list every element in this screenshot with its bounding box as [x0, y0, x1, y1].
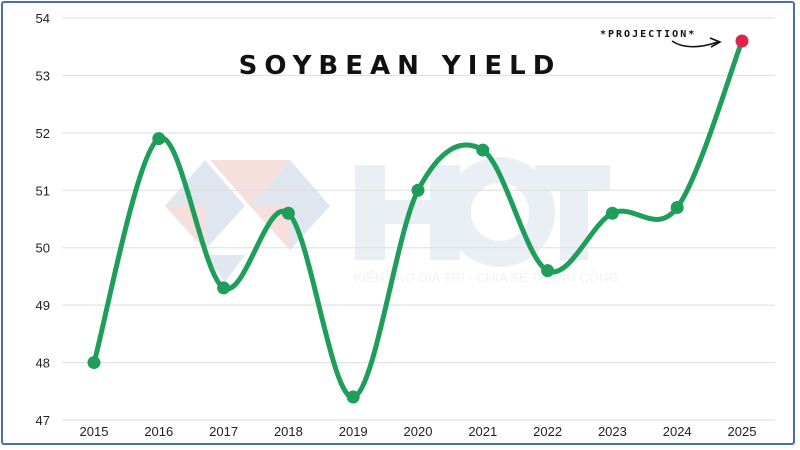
y-tick-label: 48	[36, 356, 50, 371]
y-tick-label: 49	[36, 298, 50, 313]
y-tick-label: 54	[36, 11, 50, 26]
x-tick-label: 2019	[339, 424, 368, 439]
chart-title: SOYBEAN YIELD	[239, 51, 562, 81]
x-tick-label: 2018	[274, 424, 303, 439]
data-point	[217, 281, 231, 295]
y-axis: 47 48 49 50 51 52 53 54	[36, 11, 50, 428]
data-point	[346, 390, 360, 404]
y-tick-label: 51	[36, 183, 50, 198]
x-axis: 2015 2016 2017 2018 2019 2020 2021 2022 2023 2024…	[80, 424, 757, 439]
data-point	[411, 183, 425, 197]
data-point	[152, 132, 166, 146]
data-point	[605, 206, 619, 220]
x-tick-label: 2022	[533, 424, 562, 439]
projection-annotation: *PROJECTION*	[600, 29, 722, 48]
data-point	[87, 356, 101, 370]
projection-point	[735, 34, 749, 48]
x-tick-label: 2023	[598, 424, 627, 439]
projection-arrowhead	[709, 37, 722, 48]
data-point	[281, 206, 295, 220]
x-tick-label: 2015	[80, 424, 109, 439]
x-tick-label: 2024	[663, 424, 692, 439]
data-point	[476, 143, 490, 157]
series-line	[91, 38, 745, 400]
data-point	[541, 264, 555, 278]
x-tick-label: 2020	[404, 424, 433, 439]
x-tick-label: 2017	[209, 424, 238, 439]
y-tick-label: 50	[36, 241, 50, 256]
x-tick-label: 2025	[728, 424, 757, 439]
y-tick-label: 52	[36, 126, 50, 141]
y-tick-label: 47	[36, 413, 50, 428]
data-point	[670, 201, 684, 215]
x-tick-label: 2021	[468, 424, 497, 439]
x-tick-label: 2016	[144, 424, 173, 439]
y-tick-label: 53	[36, 68, 50, 83]
projection-label: *PROJECTION*	[600, 29, 696, 40]
data-points	[87, 34, 749, 404]
projection-arrow	[671, 40, 719, 48]
watermark-logo: KIẾN TẠO GIÁ TRỊ - CHIA SẺ THÀNH CÔNG	[165, 157, 618, 285]
